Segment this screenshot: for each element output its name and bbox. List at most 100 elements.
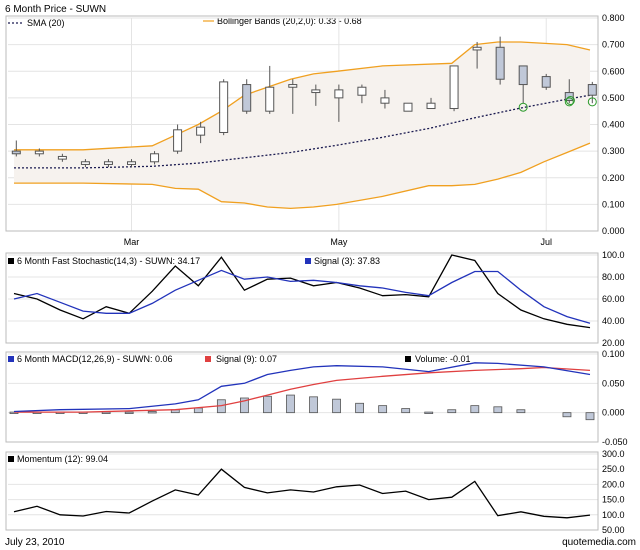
candle-body [380,97,390,104]
stochastic-y-tick-label: 100.0 [602,250,625,260]
price-y-tick-label: 0.600 [602,66,625,76]
candle [334,84,344,122]
signal-marker [587,97,597,107]
price-x-tick-label: Jul [540,237,552,247]
candle [288,79,298,114]
macd-histogram-bar [378,405,388,414]
stochastic-y-tick-labels: 20.00 40.00 60.00 80.00 100.0 [602,250,625,348]
macd-y-tick-label: -0.050 [602,437,628,447]
candlestick-series [11,36,597,168]
price-panel-title: 6 Month Price - SUWN [5,4,106,15]
fast-stochastic-line [13,254,591,329]
candle-body [403,102,413,112]
momentum-y-tick-label: 200.0 [602,479,625,489]
macd-histogram-bar [562,412,572,418]
candle-body [57,155,67,160]
price-y-tick-label: 0.200 [602,173,625,183]
sma-legend-label: SMA (20) [27,18,65,28]
macd-histogram-bar [286,394,295,414]
macd-y-tick-label: 0.050 [602,378,625,388]
candle [150,151,160,165]
price-y-tick-label: 0.100 [602,199,625,209]
momentum-y-tick-label: 100.0 [602,510,625,520]
signal-marker [565,96,575,106]
price-y-tick-label: 0.500 [602,93,625,103]
candle-body [103,161,113,165]
macd-signal-legend-swatch [205,356,211,362]
macd-histogram-bar [585,412,595,421]
price-y-tick-label: 0.400 [602,120,625,130]
stochastic-y-tick-label: 40.00 [602,316,625,326]
macd-histogram-bar [470,405,480,414]
candle [127,159,137,168]
candle [449,65,459,112]
candle-body [127,161,137,165]
footer-date: July 23, 2010 [5,537,65,548]
price-y-tick-label: 0.300 [602,146,625,156]
momentum-y-tick-label: 250.0 [602,464,625,474]
candle-body [426,102,436,110]
footer-brand-logo[interactable]: quotemedia.com [562,537,636,548]
macd-histogram-bar [332,398,341,414]
stochastic-y-tick-label: 60.00 [602,294,625,304]
candle [472,41,482,69]
macd-histogram-bar [516,409,526,414]
candle-body [265,86,275,112]
candle-body [150,153,160,163]
macd-panel: 6 Month MACD(12,26,9) - SUWN: 0.06 Signa… [5,349,628,447]
bollinger-legend-label: Bollinger Bands (20,2,0): 0.33 - 0.68 [217,16,362,26]
candle-body [334,89,344,99]
candle-body [472,46,482,51]
candle-body [11,150,21,155]
momentum-panel-title: Momentum (12): 99.04 [17,454,108,464]
macd-y-tick-labels: -0.050 0.000 0.050 0.100 [602,349,628,447]
stochastic-plot-frame [5,252,599,344]
macd-histogram-bar [309,396,318,414]
volume-legend-label: Volume: -0.01 [415,354,471,364]
stochastic-signal-legend-swatch [305,258,311,264]
momentum-panel: Momentum (12): 99.04 50.00 100.0 150.0 200.… [5,449,625,535]
price-panel: 6 Month Price - SUWN SMA (20) Bollinger … [5,4,625,247]
bollinger-lower-line [14,142,591,210]
momentum-y-tick-label: 50.00 [602,525,625,535]
signal-marker [564,97,574,107]
candle [103,159,113,168]
stochastic-legend-swatch [8,258,14,264]
price-y-tick-label: 0.800 [602,13,625,23]
macd-signal-legend-label: Signal (9): 0.07 [216,354,277,364]
momentum-line [13,468,591,519]
candle [11,140,21,157]
candle [173,124,183,154]
macd-histogram-bar [424,411,434,414]
candle-body [518,65,528,86]
candle [426,97,436,110]
price-y-tick-label: 0.000 [602,226,625,236]
candle [242,79,252,114]
macd-histogram-bar [193,407,203,414]
candle-body [587,84,597,96]
candle-body [173,129,183,152]
price-y-tick-labels: 0.000 0.100 0.200 0.300 0.400 0.500 0.600 0.700… [602,13,625,236]
stochastic-panel: 6 Month Fast Stochastic(14,3) - SUWN: 34… [5,250,625,348]
stochastic-panel-title: 6 Month Fast Stochastic(14,3) - SUWN: 34… [17,256,200,266]
candle-body [242,84,252,112]
momentum-y-tick-label: 150.0 [602,495,625,505]
candle [265,65,275,114]
candle [311,84,321,106]
macd-legend-swatch [8,356,14,362]
momentum-plot-frame [5,451,599,531]
price-y-tick-label: 0.700 [602,40,625,50]
candle-body [80,161,90,165]
candle [34,148,44,157]
stochastic-y-tick-label: 80.00 [602,272,625,282]
macd-histogram-bar [447,409,457,414]
candle-body [34,150,44,155]
volume-legend-swatch [405,356,411,362]
signal-markers [518,96,597,112]
macd-plot-frame [5,351,599,443]
momentum-y-tick-label: 300.0 [602,449,625,459]
candle-body [219,81,229,133]
candle-body [288,84,298,88]
candle-body [357,86,367,96]
